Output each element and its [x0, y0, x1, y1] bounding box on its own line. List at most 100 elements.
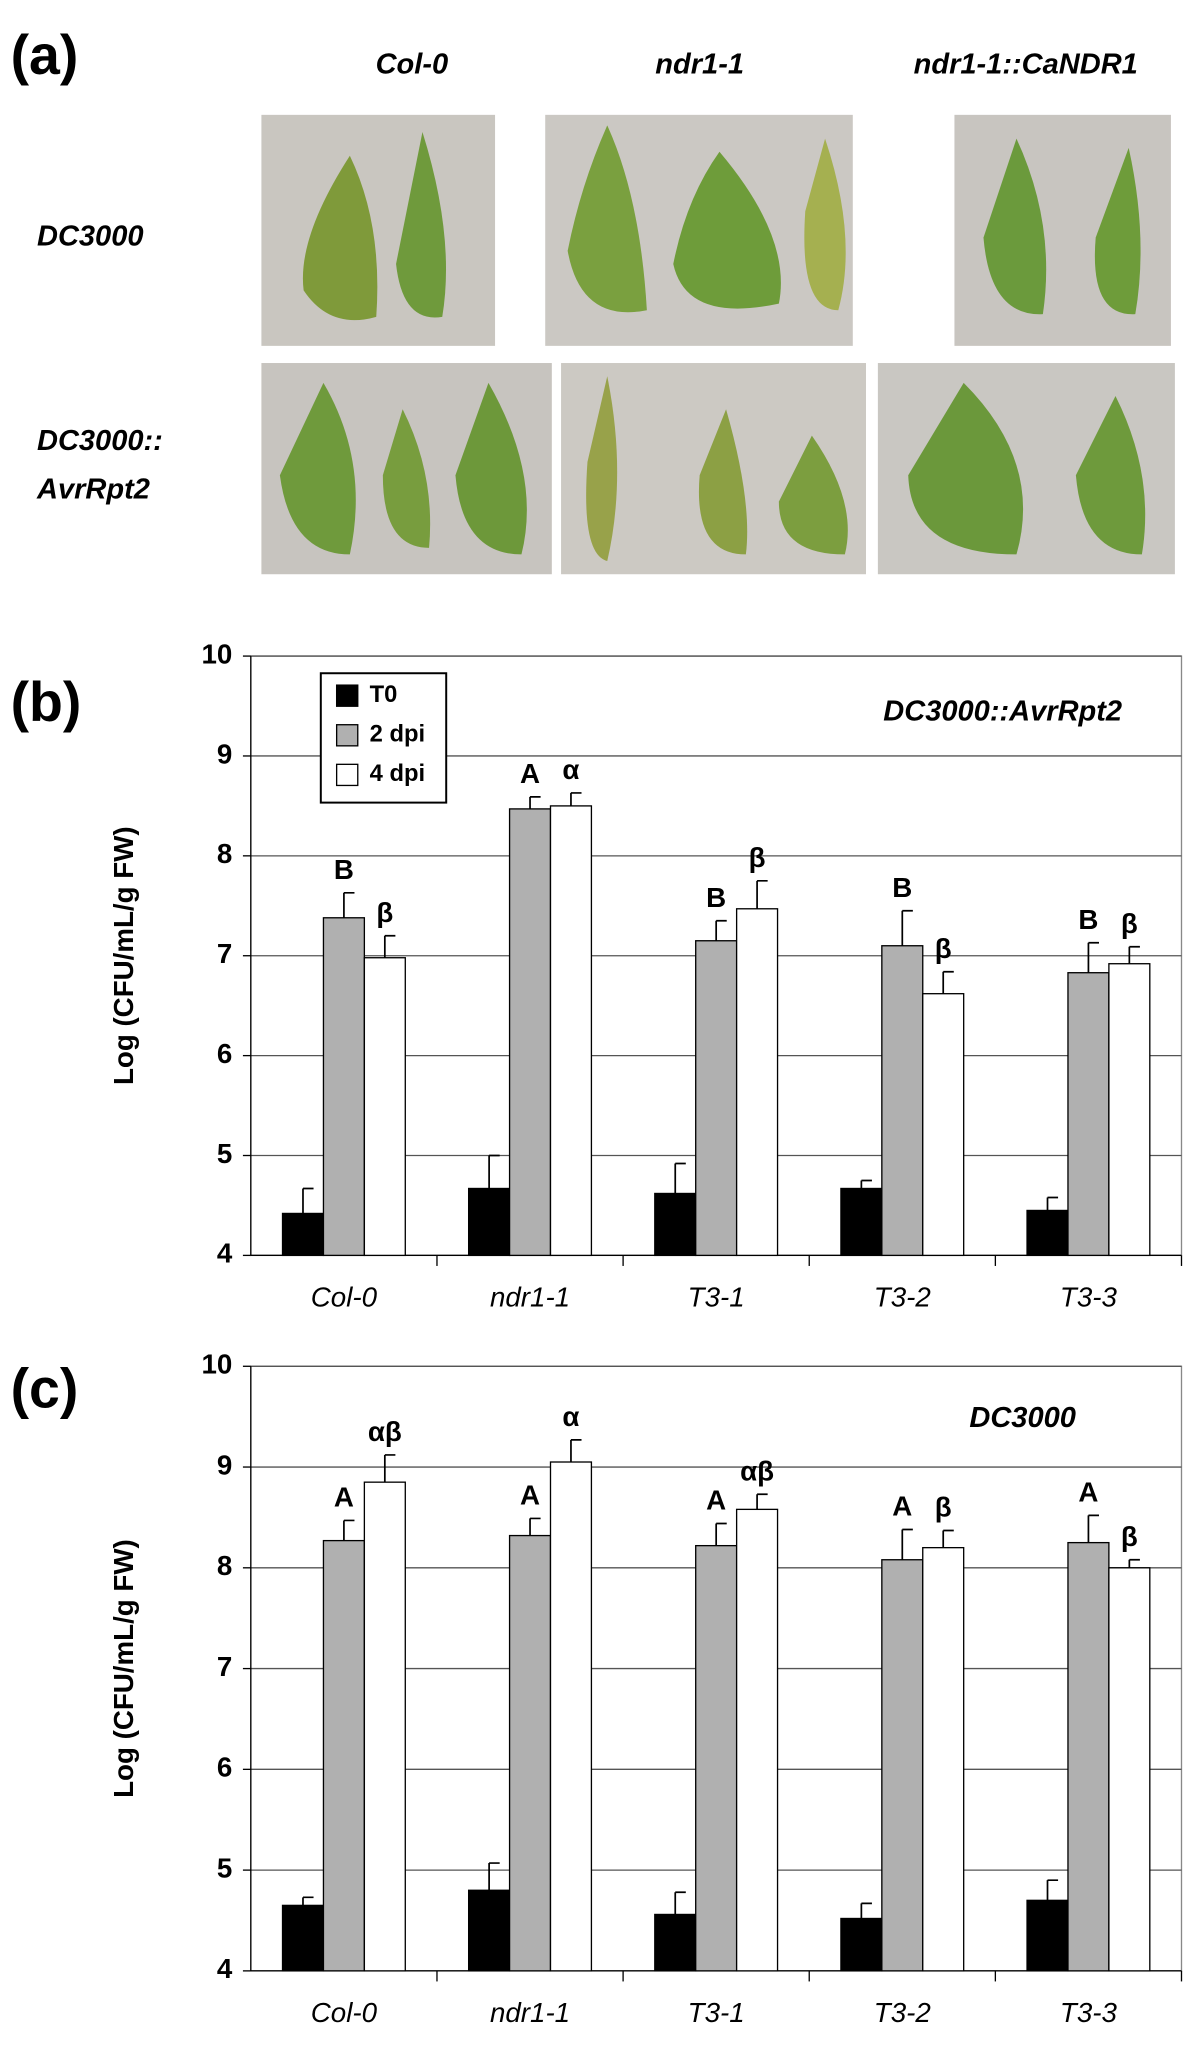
bar [695, 1544, 738, 1972]
column-label: ndr1-1 [655, 49, 744, 81]
x-tick-label: T3-2 [874, 1997, 932, 2028]
error-bar [756, 1493, 768, 1510]
significance-letter: β [376, 897, 393, 928]
legend-swatch [335, 763, 359, 787]
legend-label: T0 [370, 681, 398, 708]
y-tick-label: 8 [217, 838, 232, 869]
x-tick-label: Col-0 [311, 1281, 378, 1312]
error-bar [1128, 945, 1140, 964]
panel-label: (c) [11, 1357, 79, 1419]
significance-letter: α [562, 754, 579, 785]
x-tick-label: T3-1 [688, 1997, 745, 2028]
y-axis-label: Log (CFU/mL/g FW) [108, 826, 139, 1085]
bar [881, 945, 924, 1257]
legend-swatch [335, 684, 359, 707]
bar [508, 1534, 552, 1972]
leaf-photos [261, 114, 1175, 575]
bar [1067, 1541, 1110, 1972]
error-bar [302, 1187, 314, 1214]
significance-letter: A [706, 1485, 726, 1516]
error-bar [383, 1454, 396, 1483]
bar [363, 957, 406, 1257]
bar [840, 1187, 883, 1257]
significance-letter: A [334, 1482, 354, 1513]
x-tick-label: T3-1 [688, 1281, 745, 1312]
significance-letter: B [1078, 904, 1098, 935]
bar [654, 1913, 697, 1972]
error-bar [488, 1154, 500, 1189]
error-bar [529, 796, 541, 809]
significance-letter: A [1078, 1477, 1098, 1508]
panel-label: (a) [11, 24, 79, 86]
bar [322, 1539, 366, 1972]
chart-title: DC3000 [969, 1402, 1076, 1434]
error-bar [942, 970, 954, 994]
x-tick-label: T3-2 [874, 1281, 932, 1312]
y-tick-label: 5 [217, 1138, 232, 1169]
error-bar [860, 1902, 872, 1919]
bar [1108, 1567, 1151, 1972]
y-axis-label: Log (CFU/mL/g FW) [108, 1539, 139, 1798]
y-tick-label: 9 [217, 738, 232, 769]
bar [695, 940, 738, 1257]
y-tick-label: 10 [202, 1349, 233, 1380]
y-tick-label: 6 [217, 1038, 232, 1069]
significance-letter: A [520, 758, 540, 789]
bar [549, 1461, 593, 1972]
x-tick-label: ndr1-1 [490, 1281, 570, 1312]
bar [363, 1481, 406, 1972]
significance-letter: αβ [740, 1455, 774, 1486]
error-bar [570, 1438, 582, 1463]
bar [467, 1187, 511, 1257]
panel-label: (b) [11, 671, 82, 733]
bar [922, 1546, 965, 1972]
bar [840, 1917, 883, 1972]
row-label: DC3000 [37, 220, 144, 252]
y-tick-label: 4 [217, 1238, 233, 1269]
significance-letter: B [892, 872, 912, 903]
legend-swatch [335, 724, 359, 747]
x-tick-label: ndr1-1 [490, 1997, 570, 2028]
significance-letter: A [520, 1480, 540, 1511]
significance-letter: β [1121, 1521, 1138, 1552]
bar [1067, 972, 1110, 1257]
significance-letter: β [935, 1492, 952, 1523]
error-bar [1087, 941, 1099, 973]
error-bar [1087, 1514, 1099, 1543]
y-tick-label: 9 [217, 1449, 232, 1480]
error-bar [570, 792, 582, 806]
row-label: AvrRpt2 [36, 474, 150, 506]
x-tick-label: T3-3 [1060, 1281, 1118, 1312]
error-bar [1128, 1558, 1140, 1568]
error-bar [529, 1517, 541, 1536]
error-bar [383, 934, 396, 958]
y-tick-label: 7 [217, 938, 232, 969]
bar [1108, 963, 1151, 1257]
significance-letter: β [749, 842, 766, 873]
column-label: ndr1-1::CaNDR1 [914, 49, 1138, 81]
bar [881, 1559, 924, 1972]
y-tick-label: 5 [217, 1852, 232, 1883]
error-bar [302, 1896, 314, 1906]
x-tick-label: T3-3 [1060, 1997, 1118, 2028]
x-tick-label: Col-0 [311, 1997, 378, 2028]
column-label: Col-0 [376, 49, 449, 81]
significance-letter: B [334, 854, 354, 885]
chart-title: DC3000::AvrRpt2 [883, 696, 1122, 728]
bar [1026, 1899, 1069, 1972]
error-bar [901, 1528, 913, 1560]
bar [322, 917, 366, 1257]
y-tick-label: 8 [217, 1550, 232, 1581]
bar [281, 1904, 325, 1972]
error-bar [674, 1891, 686, 1915]
error-bar [343, 1519, 355, 1541]
significance-letter: α [562, 1401, 579, 1432]
y-tick-label: 6 [217, 1752, 232, 1783]
error-bar [488, 1862, 500, 1891]
y-tick-label: 4 [217, 1953, 233, 1984]
bar [1026, 1209, 1069, 1257]
error-bar [715, 1522, 727, 1546]
legend-label: 4 dpi [370, 760, 425, 787]
bar [467, 1889, 511, 1972]
